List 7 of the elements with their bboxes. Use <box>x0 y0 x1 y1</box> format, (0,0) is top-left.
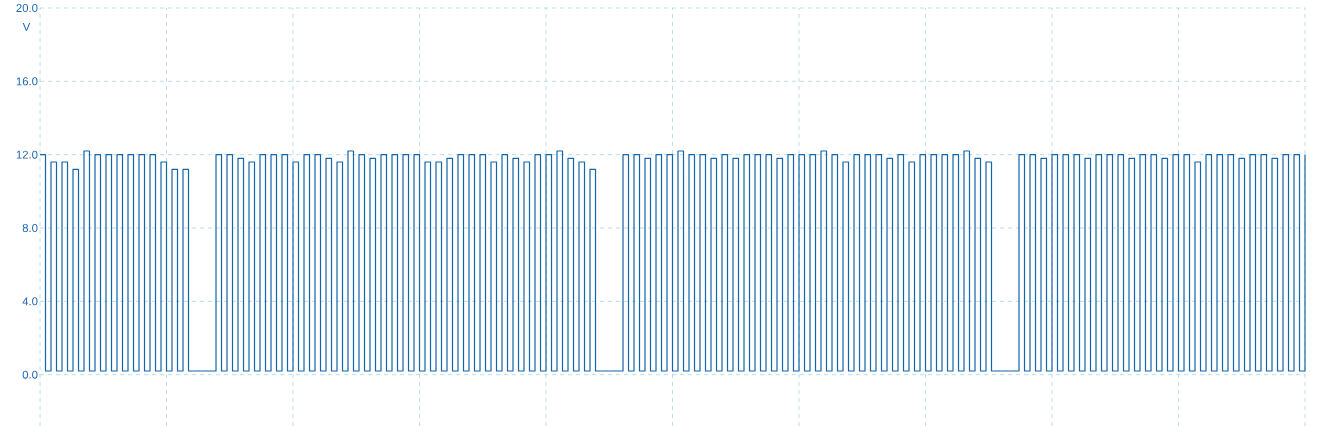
y-tick-label: 0.0 <box>22 370 38 379</box>
y-axis-title: V <box>22 22 31 31</box>
y-tick-label: 4.0 <box>22 297 38 306</box>
y-tick-label: 16.0 <box>16 77 38 86</box>
y-tick-label: 8.0 <box>22 224 38 233</box>
y-tick-label: 20.0 <box>16 4 38 12</box>
y-tick-label: 12.0 <box>16 150 38 159</box>
